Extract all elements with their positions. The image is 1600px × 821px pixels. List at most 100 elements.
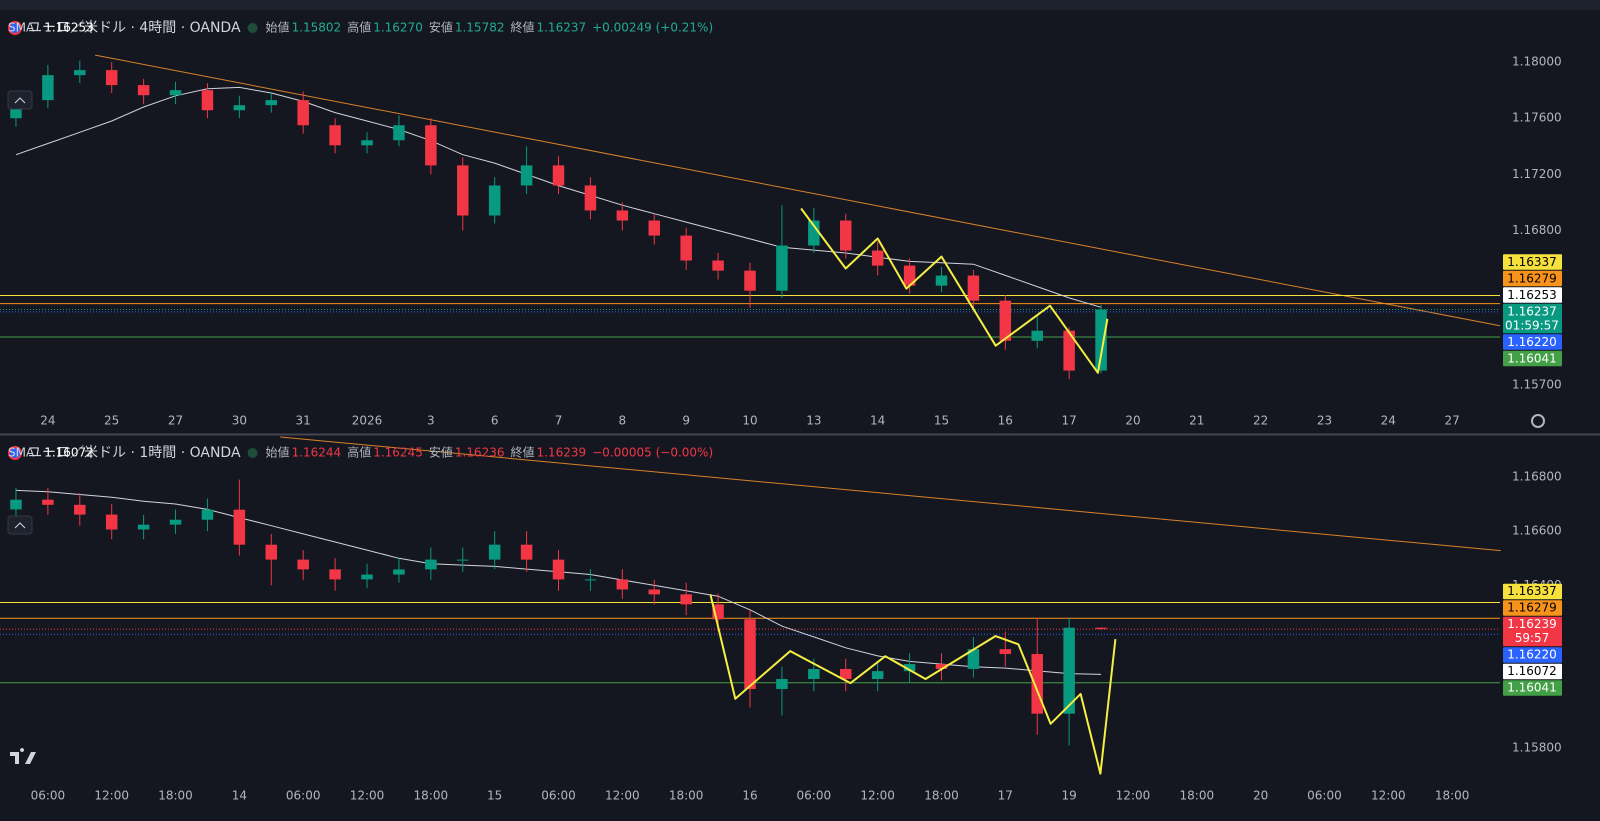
price-label: 1.16041 xyxy=(1507,681,1557,695)
ohlc-label: 終値 xyxy=(510,20,534,35)
x-tick-label: 7 xyxy=(555,414,563,428)
candle-body xyxy=(233,509,246,545)
ohlc-label: 安値 xyxy=(429,20,453,35)
sma-name: SMA xyxy=(8,21,35,35)
price-label-box xyxy=(1503,647,1562,663)
candle-body xyxy=(840,668,852,679)
candle-body xyxy=(393,569,405,575)
price-label: 1.16237 xyxy=(1507,304,1557,318)
candle-body xyxy=(520,165,533,186)
y-tick-label: 1.17600 xyxy=(1512,111,1562,125)
plot-area: 1.168001.166001.164001.1580006:0012:0018… xyxy=(0,436,1562,803)
candle-body xyxy=(967,649,980,669)
candle-body xyxy=(616,210,629,221)
x-tick-label: 06:00 xyxy=(31,789,66,803)
candle-body xyxy=(712,604,724,620)
candle-body xyxy=(361,574,373,580)
candle-body xyxy=(935,275,948,286)
candle-body xyxy=(616,579,629,590)
candle-body xyxy=(488,185,501,216)
ohlc-label: 安値 xyxy=(429,445,453,460)
candle-body xyxy=(552,165,565,186)
ohlc-value: 1.15802 xyxy=(292,21,342,35)
ohlc-label: 高値 xyxy=(347,20,371,35)
candle-body xyxy=(361,140,373,146)
candle-body xyxy=(1031,654,1043,714)
candle-body xyxy=(1031,330,1043,341)
x-tick-label: 9 xyxy=(682,414,690,428)
x-tick-label: 17 xyxy=(1062,414,1077,428)
candle-body xyxy=(840,220,852,251)
collapse-icon[interactable] xyxy=(14,522,26,529)
x-tick-label: 18:00 xyxy=(669,789,704,803)
price-label: 1.16220 xyxy=(1507,335,1557,349)
price-label-box xyxy=(1503,254,1562,270)
candle-body xyxy=(233,105,246,111)
price-label: 1.16279 xyxy=(1507,601,1557,615)
price-label: 1.16041 xyxy=(1507,351,1557,365)
symbol-icon xyxy=(8,21,22,35)
symbol-title: ユーロ／米ドル · 4時間 · OANDA xyxy=(28,20,241,36)
x-tick-label: 22 xyxy=(1253,414,1268,428)
x-tick-label: 10 xyxy=(742,414,757,428)
countdown-label: 59:57 xyxy=(1515,631,1550,645)
candle-body xyxy=(10,499,22,510)
collapse-icon[interactable] xyxy=(14,97,26,104)
price-label-box xyxy=(1503,600,1562,616)
candle-body xyxy=(137,524,150,530)
price-label: 1.16239 xyxy=(1507,617,1557,631)
candle-body xyxy=(393,125,405,141)
ohlc-value: 1.16237 xyxy=(536,21,586,35)
candle-body xyxy=(648,220,660,236)
candle-body xyxy=(425,559,437,570)
x-tick-label: 18:00 xyxy=(1180,789,1215,803)
x-tick-label: 27 xyxy=(1444,414,1459,428)
x-tick-label: 27 xyxy=(168,414,183,428)
x-tick-label: 12:00 xyxy=(350,789,385,803)
candle-body xyxy=(935,664,948,669)
candle-body xyxy=(105,514,118,530)
x-tick-label: 12:00 xyxy=(605,789,640,803)
price-label: 1.16253 xyxy=(1507,288,1557,302)
candle-body xyxy=(488,544,501,560)
candle-body xyxy=(1063,627,1075,714)
candle-body xyxy=(520,544,533,560)
collapse-button[interactable] xyxy=(7,90,33,110)
candle-body xyxy=(457,165,469,216)
candle-body xyxy=(74,70,86,76)
collapse-button[interactable] xyxy=(7,515,33,535)
y-tick-label: 1.18000 xyxy=(1512,55,1562,69)
change-value: −0.00005 (−0.00%) xyxy=(592,446,713,460)
x-tick-label: 12:00 xyxy=(860,789,895,803)
x-tick-label: 20 xyxy=(1125,414,1140,428)
candle-body xyxy=(552,559,565,580)
price-label: 1.16337 xyxy=(1507,584,1557,598)
price-label-box xyxy=(1503,680,1562,696)
x-tick-label: 25 xyxy=(104,414,119,428)
trend-line xyxy=(95,54,1501,327)
x-tick-label: 17 xyxy=(998,789,1013,803)
settings-icon[interactable] xyxy=(1531,414,1545,428)
price-label: 1.16220 xyxy=(1507,648,1557,662)
candle-body xyxy=(999,300,1012,341)
candle-body xyxy=(329,125,341,146)
x-tick-label: 19 xyxy=(1062,789,1077,803)
candle-body xyxy=(744,619,756,690)
price-label-box xyxy=(1503,270,1562,287)
candle-body xyxy=(74,504,86,515)
candle-body xyxy=(903,664,916,672)
ohlc-label: 高値 xyxy=(347,445,371,460)
plot-area: 1.18000 1.17600 1.17200 1.16800 1.15700 24 25 2… xyxy=(0,20,1562,428)
candle-body xyxy=(776,678,788,690)
price-label-box xyxy=(1503,583,1562,600)
candle-body xyxy=(744,270,756,291)
x-tick-label: 06:00 xyxy=(541,789,576,803)
candle-body xyxy=(42,499,54,505)
price-label: 1.16337 xyxy=(1507,255,1557,269)
x-tick-label: 13 xyxy=(806,414,821,428)
x-tick-label: 14 xyxy=(232,789,247,803)
candle-body xyxy=(169,90,182,96)
candle-body xyxy=(457,559,469,561)
